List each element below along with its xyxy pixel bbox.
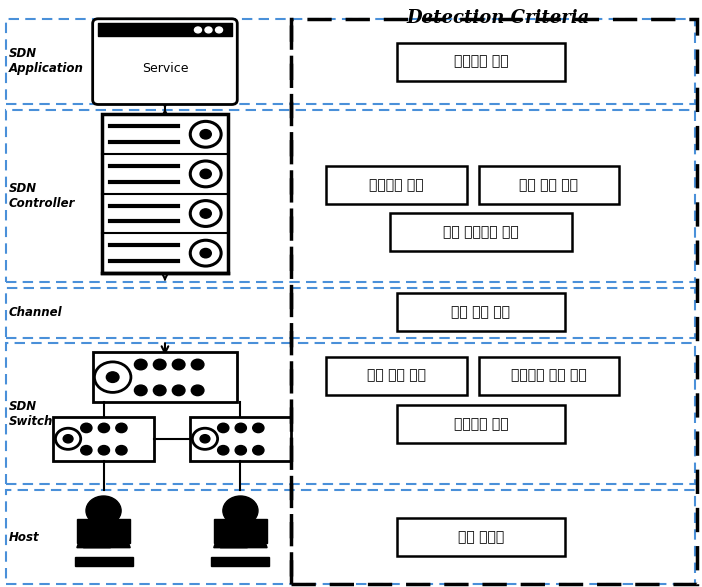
Circle shape bbox=[218, 446, 229, 455]
Circle shape bbox=[116, 423, 127, 433]
Bar bbox=[211, 557, 270, 566]
Polygon shape bbox=[214, 528, 267, 548]
Circle shape bbox=[190, 240, 221, 266]
Bar bbox=[397, 518, 565, 556]
Circle shape bbox=[253, 446, 264, 455]
Circle shape bbox=[98, 423, 110, 433]
Circle shape bbox=[81, 446, 92, 455]
Bar bbox=[93, 352, 237, 402]
Bar bbox=[74, 557, 133, 566]
Circle shape bbox=[63, 434, 73, 443]
Circle shape bbox=[200, 434, 210, 443]
Text: 비정상적 종료: 비정상적 종료 bbox=[453, 417, 508, 431]
Text: SDN
Application: SDN Application bbox=[8, 48, 84, 75]
Circle shape bbox=[107, 372, 119, 383]
Circle shape bbox=[235, 423, 246, 433]
Bar bbox=[6, 490, 695, 584]
Text: Service: Service bbox=[142, 62, 188, 75]
Circle shape bbox=[200, 130, 211, 139]
Circle shape bbox=[253, 423, 264, 433]
Text: Detection Criteria: Detection Criteria bbox=[406, 9, 590, 27]
Bar bbox=[6, 288, 695, 338]
Bar bbox=[397, 405, 565, 443]
Text: 내부 저장소의 변화: 내부 저장소의 변화 bbox=[443, 225, 519, 239]
Circle shape bbox=[98, 446, 110, 455]
Bar bbox=[190, 417, 291, 461]
Bar bbox=[102, 114, 228, 273]
Circle shape bbox=[192, 429, 218, 450]
Circle shape bbox=[218, 423, 229, 433]
Circle shape bbox=[194, 27, 201, 33]
Text: 도달 가능성: 도달 가능성 bbox=[458, 530, 504, 544]
Circle shape bbox=[200, 248, 211, 258]
Circle shape bbox=[216, 27, 223, 33]
Text: SDN
Switch: SDN Switch bbox=[8, 400, 53, 428]
Text: 비정상적 종료: 비정상적 종료 bbox=[453, 55, 508, 69]
Text: 내부 성능 변화: 내부 성능 변화 bbox=[519, 178, 578, 192]
Bar bbox=[6, 343, 695, 484]
Text: 비정상적 종료: 비정상적 종료 bbox=[369, 178, 424, 192]
Bar bbox=[397, 294, 565, 331]
Circle shape bbox=[95, 362, 131, 392]
Text: 네트워크 상태 변화: 네트워크 상태 변화 bbox=[511, 369, 587, 383]
Text: SDN
Controller: SDN Controller bbox=[8, 182, 75, 210]
Text: 연결 상태 변화: 연결 상태 변화 bbox=[451, 305, 510, 319]
Circle shape bbox=[191, 385, 204, 396]
FancyBboxPatch shape bbox=[93, 19, 237, 104]
Text: Host: Host bbox=[8, 531, 39, 544]
Circle shape bbox=[173, 359, 185, 370]
Polygon shape bbox=[77, 528, 131, 548]
Circle shape bbox=[153, 359, 166, 370]
Bar bbox=[214, 519, 267, 543]
Circle shape bbox=[223, 496, 258, 525]
Polygon shape bbox=[83, 530, 111, 548]
Circle shape bbox=[55, 429, 81, 450]
Circle shape bbox=[153, 385, 166, 396]
Bar bbox=[397, 43, 565, 80]
Bar bbox=[6, 19, 695, 104]
Bar bbox=[6, 110, 695, 282]
Circle shape bbox=[135, 385, 147, 396]
Circle shape bbox=[200, 209, 211, 218]
Bar bbox=[479, 166, 619, 204]
Bar bbox=[77, 519, 130, 543]
Bar bbox=[326, 356, 467, 394]
Polygon shape bbox=[219, 530, 248, 548]
Circle shape bbox=[81, 423, 92, 433]
Circle shape bbox=[173, 385, 185, 396]
Circle shape bbox=[235, 446, 246, 455]
Text: Channel: Channel bbox=[8, 306, 62, 319]
Circle shape bbox=[190, 201, 221, 227]
Circle shape bbox=[205, 27, 212, 33]
Circle shape bbox=[190, 161, 221, 187]
Bar bbox=[390, 213, 572, 251]
Bar bbox=[291, 19, 697, 584]
Bar bbox=[479, 356, 619, 394]
Bar bbox=[53, 417, 154, 461]
Circle shape bbox=[86, 496, 121, 525]
Bar bbox=[326, 166, 467, 204]
Text: 내부 성능 변화: 내부 성능 변화 bbox=[367, 369, 426, 383]
Circle shape bbox=[135, 359, 147, 370]
Circle shape bbox=[116, 446, 127, 455]
Circle shape bbox=[191, 359, 204, 370]
Circle shape bbox=[200, 169, 211, 178]
Circle shape bbox=[190, 122, 221, 147]
